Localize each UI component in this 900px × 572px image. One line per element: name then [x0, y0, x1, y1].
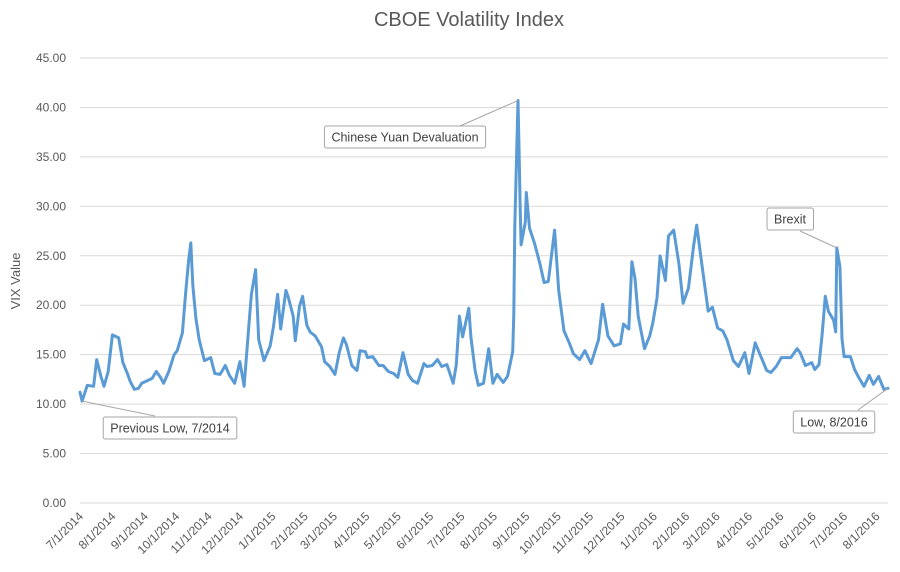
annotation-leader [81, 400, 156, 417]
y-tick-label: 25.00 [36, 249, 66, 263]
annotation-callout: Low, 8/2016 [792, 387, 889, 434]
annotation-label: Brexit [774, 213, 806, 227]
y-tick-label: 30.00 [36, 199, 66, 213]
annotation-label: Previous Low, 7/2014 [110, 422, 230, 436]
series-layer [78, 99, 890, 403]
y-tick-label: 35.00 [36, 150, 66, 164]
annotations: Previous Low, 7/2014 Chinese Yuan Devalua… [81, 100, 889, 440]
annotation-label: Chinese Yuan Devaluation [331, 131, 478, 145]
vix-series-line [78, 99, 890, 403]
y-tick-labels: 0.00 5.00 10.00 15.00 20.00 25.00 30.00 35.00 40… [36, 51, 66, 510]
annotation-box [792, 410, 876, 434]
annotation-box [766, 207, 815, 231]
chart-title: CBOE Volatility Index [374, 9, 564, 31]
y-tick-label: 10.00 [36, 397, 66, 411]
annotation-box [323, 125, 487, 149]
annotation-leader [799, 230, 837, 249]
gridlines [80, 57, 888, 504]
y-tick-label: 5.00 [43, 447, 67, 461]
y-tick-label: 45.00 [36, 51, 66, 65]
y-axis-label: VIX Value [8, 253, 23, 310]
annotation-box [102, 416, 238, 440]
y-tick-label: 15.00 [36, 348, 66, 362]
x-tick-labels: 7/1/20148/1/20149/1/201410/1/201411/1/20… [43, 509, 883, 557]
annotation-callout: Brexit [766, 207, 837, 249]
annotation-leader [459, 100, 519, 127]
y-tick-label: 20.00 [36, 298, 66, 312]
annotation-callout: Previous Low, 7/2014 [81, 400, 238, 440]
annotation-callout: Chinese Yuan Devaluation [323, 100, 519, 149]
y-tick-label: 0.00 [43, 496, 67, 510]
annotation-label: Low, 8/2016 [800, 416, 867, 430]
annotation-leader [857, 387, 889, 411]
y-tick-label: 40.00 [36, 100, 66, 114]
